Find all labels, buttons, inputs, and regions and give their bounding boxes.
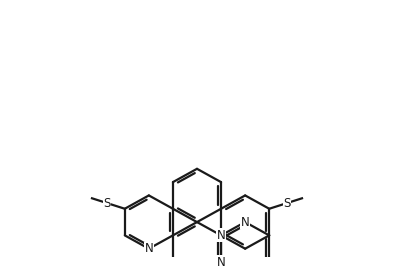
Text: S: S xyxy=(103,197,111,210)
Text: N: N xyxy=(217,229,225,242)
Text: S: S xyxy=(283,197,291,210)
Text: N: N xyxy=(241,215,249,229)
Text: N: N xyxy=(145,242,153,255)
Text: N: N xyxy=(217,256,225,268)
